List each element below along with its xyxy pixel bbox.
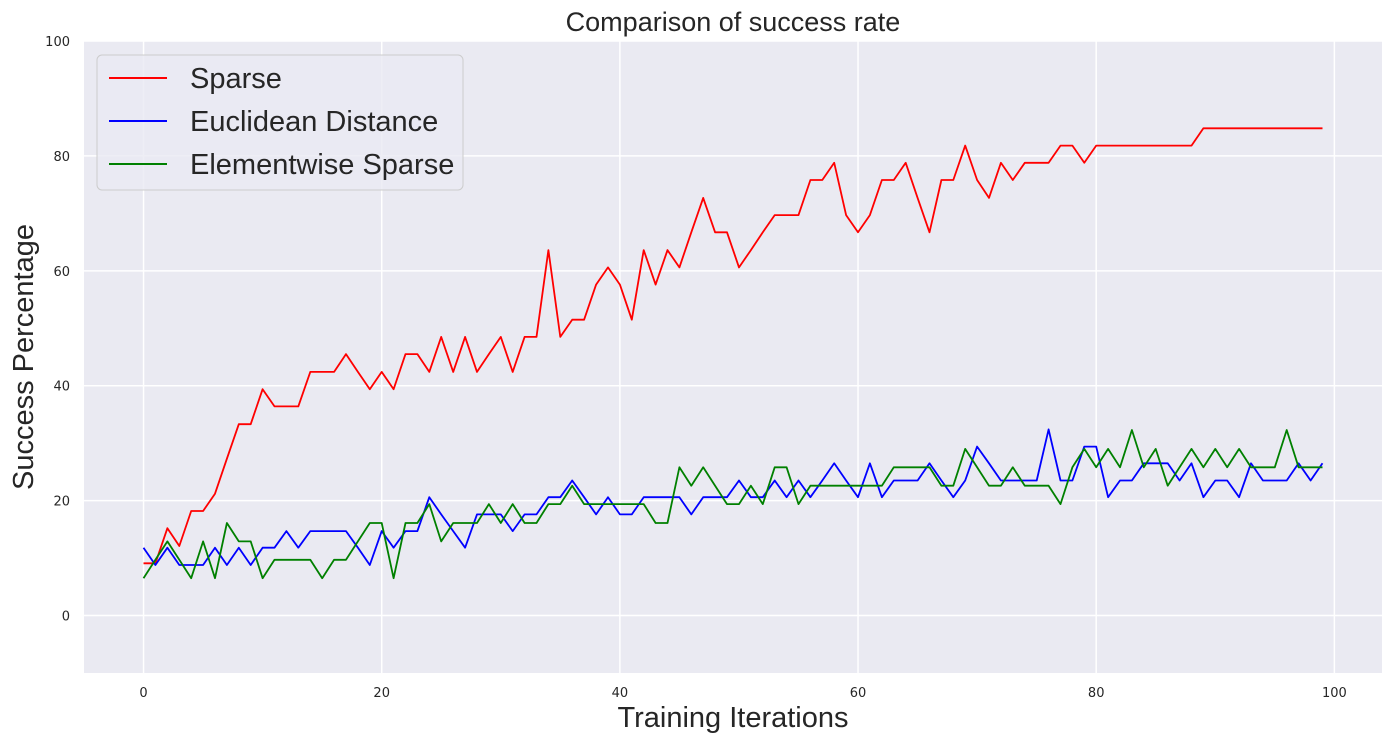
x-tick-label: 40 (612, 686, 629, 701)
y-tick-label: 0 (62, 610, 70, 625)
y-tick-label: 80 (53, 150, 70, 165)
x-tick-label: 20 (373, 686, 390, 701)
series-line-2 (142, 429, 1323, 580)
y-tick-label: 40 (53, 380, 70, 395)
series-lines (142, 127, 1324, 580)
series-line-0 (143, 127, 1323, 565)
x-tick-label: 60 (850, 686, 867, 701)
legend-label-1: Euclidean Distance (190, 106, 438, 138)
y-tick-label: 20 (53, 495, 70, 510)
x-tick-labels: 0 20 40 60 80 100 (139, 686, 1346, 701)
x-tick-label: 80 (1088, 686, 1105, 701)
y-axis-label: Success Percentage (8, 224, 40, 490)
grid-lines (84, 40, 1382, 673)
x-tick-label: 0 (139, 686, 147, 701)
series-line-1 (142, 428, 1324, 566)
legend-label-0: Sparse (190, 63, 282, 95)
legend-label-2: Elementwise Sparse (190, 149, 454, 181)
x-axis-label: Training Iterations (617, 702, 848, 734)
x-tick-label: 100 (1322, 686, 1347, 701)
legend-box (96, 54, 464, 191)
legend: Sparse Euclidean Distance Elementwise Spar… (96, 54, 464, 191)
y-tick-label: 100 (45, 35, 70, 50)
chart-title: Comparison of success rate (566, 7, 901, 37)
y-tick-labels: 0 20 40 60 80 100 (45, 35, 70, 625)
y-tick-label: 60 (53, 265, 70, 280)
